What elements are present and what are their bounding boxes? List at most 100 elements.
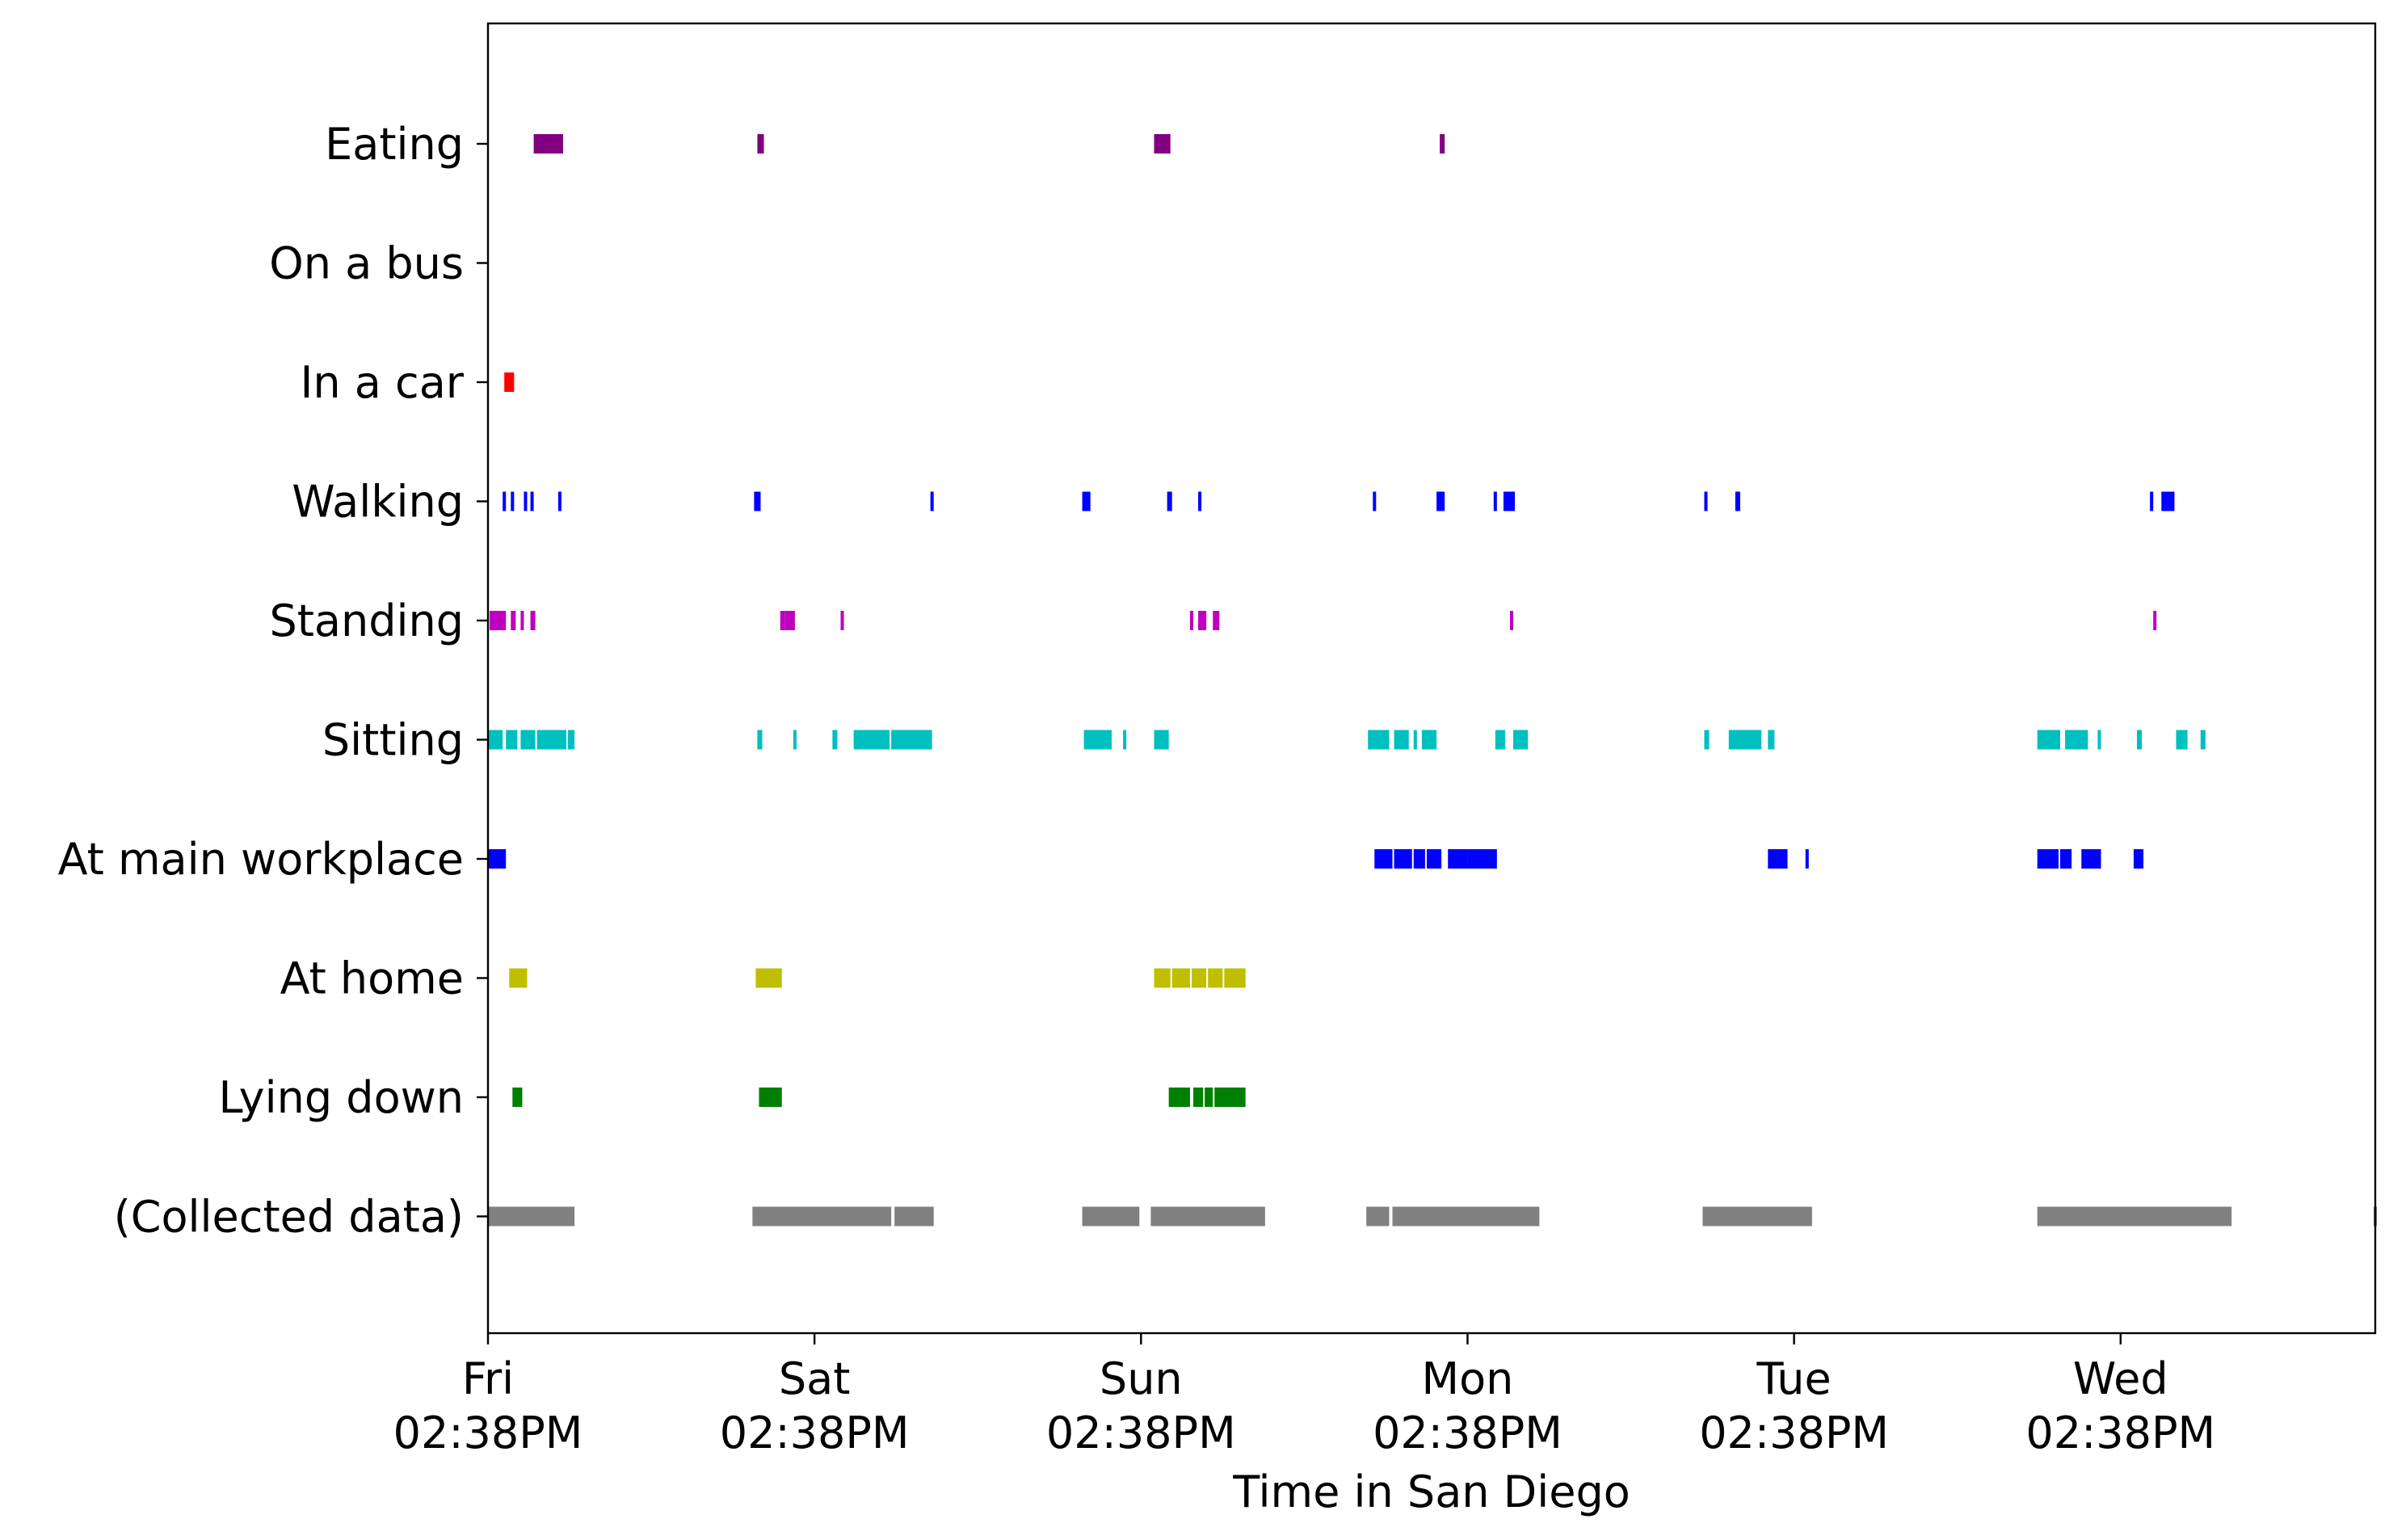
activity-bar [1704, 491, 1708, 511]
activity-bar [1495, 730, 1505, 750]
y-tick-label: On a bus [269, 238, 464, 289]
activity-bar [512, 1088, 523, 1107]
activity-bar [1154, 968, 1171, 988]
x-axis: Fri02:38PMSat02:38PMSun02:38PMMon02:38PM… [393, 1333, 2215, 1458]
activity-bar [2176, 730, 2188, 750]
activity-bar [2150, 491, 2154, 511]
activity-bar [840, 611, 844, 630]
activity-bar [1214, 1088, 1246, 1107]
activity-bar [1728, 730, 1762, 750]
x-tick-time-label: 02:38PM [1373, 1407, 1563, 1458]
activity-bar [1448, 849, 1468, 869]
activity-bar [1413, 849, 1425, 869]
x-tick-day-label: Sun [1100, 1353, 1183, 1404]
y-tick-label: Sitting [322, 715, 464, 766]
activity-bar [533, 134, 563, 154]
x-tick-time-label: 02:38PM [393, 1407, 583, 1458]
y-tick-label: (Collected data) [114, 1192, 464, 1243]
activity-bar [506, 730, 518, 750]
activity-bar [1213, 611, 1220, 630]
activity-bar [2037, 849, 2059, 869]
activity-bar [1205, 1088, 1213, 1107]
activity-bar [2200, 730, 2206, 750]
x-tick-time-label: 02:38PM [2025, 1407, 2215, 1458]
y-tick-label: Standing [269, 595, 464, 646]
activity-bar [793, 730, 797, 750]
x-tick-day-label: Fri [462, 1353, 514, 1404]
activity-bar [1191, 968, 1207, 988]
activity-bar [1208, 968, 1223, 988]
activity-bar [1413, 730, 1417, 750]
y-tick-label: Lying down [219, 1072, 464, 1123]
y-tick-label: At main workplace [58, 834, 464, 885]
activity-bar [557, 491, 561, 511]
x-tick-day-label: Mon [1422, 1353, 1514, 1404]
activity-bar [853, 730, 890, 750]
x-axis-title: Time in San Diego [1232, 1466, 1630, 1517]
activity-bar [1168, 1088, 1190, 1107]
activity-bar [1082, 491, 1091, 511]
activity-bar [488, 849, 507, 869]
activity-bar [530, 611, 536, 630]
activity-bar [511, 611, 516, 630]
activity-bar [1123, 730, 1127, 750]
activity-bar [757, 134, 764, 154]
activity-bar [2081, 849, 2101, 869]
activity-bar [1150, 1206, 1265, 1227]
activity-bar [891, 730, 932, 750]
x-tick-day-label: Wed [2073, 1353, 2168, 1404]
y-tick-label: Walking [292, 477, 464, 528]
activity-bar [1702, 1206, 1812, 1227]
activity-bar [2153, 611, 2157, 630]
activity-bar [488, 730, 503, 750]
activity-bar [780, 611, 785, 630]
activity-bar [832, 730, 838, 750]
activity-bar [1392, 1206, 1540, 1227]
activity-bar [1467, 849, 1497, 869]
plot-frame [486, 22, 2377, 1335]
activity-bar [1509, 611, 1514, 630]
x-tick-day-label: Tue [1756, 1353, 1831, 1404]
x-tick-day-label: Sat [779, 1353, 851, 1404]
activity-bar [1704, 730, 1710, 750]
activity-bar [1513, 730, 1529, 750]
activity-bar [1154, 134, 1171, 154]
y-axis: Eating On a bus In a car Walking Standing Sit… [58, 119, 488, 1243]
activity-bar [530, 491, 534, 511]
activity-bar [1189, 611, 1193, 630]
activity-bar [930, 491, 934, 511]
activity-bar [524, 491, 528, 511]
activity-bar [1082, 1206, 1140, 1227]
activity-bar [1394, 730, 1409, 750]
activity-bar [568, 730, 575, 750]
activity-bar [509, 968, 528, 988]
activity-bar [488, 1206, 575, 1227]
activity-bar [1493, 491, 1497, 511]
activity-bar [1224, 968, 1246, 988]
activity-bar [1198, 491, 1202, 511]
bars-layer [488, 134, 2378, 1227]
activity-bar [2065, 730, 2088, 750]
activity-bar [759, 1088, 782, 1107]
activity-bar [1426, 849, 1442, 869]
activity-bar [894, 1206, 934, 1227]
x-tick-time-label: 02:38PM [1699, 1407, 1889, 1458]
activity-bar [2097, 730, 2101, 750]
activity-bar [1421, 730, 1437, 750]
activity-bar [1368, 730, 1390, 750]
y-tick-label: In a car [300, 357, 464, 408]
activity-bar [520, 730, 536, 750]
activity-bar [757, 730, 763, 750]
activity-bar [490, 611, 507, 630]
activity-bar [1373, 491, 1377, 511]
activity-bar [1503, 491, 1516, 511]
activity-bar [1198, 611, 1207, 630]
activity-bar [1440, 134, 1445, 154]
activity-bar [1171, 968, 1190, 988]
activity-bar [2059, 849, 2072, 869]
activity-bar [504, 372, 515, 392]
activity-bar [754, 491, 761, 511]
